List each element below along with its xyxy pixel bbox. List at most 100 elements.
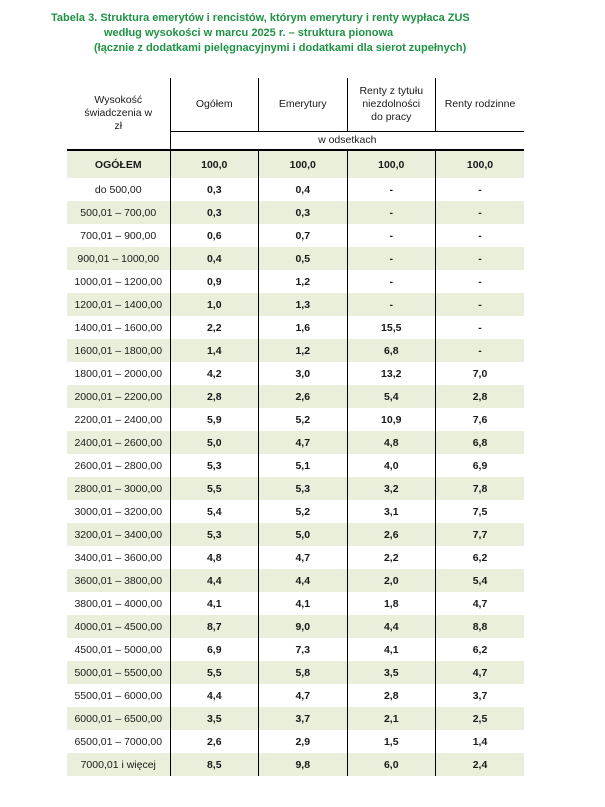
- row-value: 2,8: [169, 385, 259, 408]
- row-value: 4,7: [258, 546, 347, 569]
- row-value: 1,6: [258, 316, 347, 339]
- table-row: 3600,01 – 3800,00 4,4 4,4 2,0 5,4: [67, 569, 524, 592]
- row-value: 0,5: [258, 247, 347, 270]
- row-value: -: [435, 270, 524, 293]
- table-row: do 500,00 0,3 0,4- -: [67, 178, 524, 201]
- table-row: 2400,01 – 2600,00 5,0 4,7 4,8 6,8: [67, 431, 524, 454]
- table-row: 7000,01 i więcej 8,5 9,8 6,0 2,4: [67, 753, 524, 776]
- table-row: 1200,01 – 1400,00 1,0 1,3- -: [67, 293, 524, 316]
- row-label: 1000,01 – 1200,00: [74, 275, 163, 288]
- row-label: 2200,01 – 2400,00: [74, 413, 163, 426]
- row-label: 2000,01 – 2200,00: [74, 390, 163, 403]
- row-label: 2600,01 – 2800,00: [74, 459, 163, 472]
- row-value: -: [346, 293, 436, 316]
- row-value: 2,6: [169, 730, 259, 753]
- row-label: 5000,01 – 5500,00: [74, 666, 163, 679]
- row-value: 5,0: [169, 431, 259, 454]
- row-value: 5,4: [435, 569, 524, 592]
- row-value: 5,9: [169, 408, 259, 431]
- row-value: 100,0: [346, 150, 436, 178]
- row-value: 4,7: [435, 592, 524, 615]
- table-row: 3400,01 – 3600,00 4,8 4,7 2,2 6,2: [67, 546, 524, 569]
- row-value: 7,3: [258, 638, 347, 661]
- table-row: 1600,01 – 1800,00 1,4 1,2 6,8-: [67, 339, 524, 362]
- row-label: 1800,01 – 2000,00: [74, 367, 163, 380]
- column-header-amount: Wysokość świadczenia w zł: [67, 78, 171, 151]
- row-value: -: [346, 178, 436, 201]
- row-value: 1,8: [346, 592, 436, 615]
- row-value: 4,4: [169, 569, 259, 592]
- row-value: 8,8: [435, 615, 524, 638]
- row-value: 6,9: [169, 638, 259, 661]
- row-value: -: [435, 293, 524, 316]
- row-label: 3200,01 – 3400,00: [74, 528, 163, 541]
- row-value: 4,7: [435, 661, 524, 684]
- row-value: 8,7: [169, 615, 259, 638]
- row-value: -: [435, 201, 524, 224]
- row-value: 7,8: [435, 477, 524, 500]
- row-value: 2,6: [258, 385, 347, 408]
- row-value: -: [435, 316, 524, 339]
- row-label: OGÓŁEM: [94, 158, 142, 171]
- row-value: 6,9: [435, 454, 524, 477]
- row-value: 6,8: [435, 431, 524, 454]
- row-label: 3400,01 – 3600,00: [74, 551, 163, 564]
- row-value: 4,4: [346, 615, 436, 638]
- row-value: 10,9: [346, 408, 436, 431]
- row-value: -: [346, 247, 436, 270]
- row-value: 7,5: [435, 500, 524, 523]
- table-body: OGÓŁEM 100,0 100,0 100,0 100,0 do 500,00 0,3 0,…: [67, 150, 524, 776]
- row-value: 5,8: [258, 661, 347, 684]
- row-value: 2,4: [435, 753, 524, 776]
- row-value: 3,5: [346, 661, 436, 684]
- row-label: 500,01 – 700,00: [80, 206, 157, 219]
- row-value: 5,5: [169, 477, 259, 500]
- row-value: 4,0: [346, 454, 436, 477]
- row-value: 0,3: [258, 201, 347, 224]
- row-value: 6,8: [346, 339, 436, 362]
- row-value: 100,0: [169, 150, 259, 178]
- row-value: 100,0: [435, 150, 524, 178]
- row-value: -: [346, 224, 436, 247]
- row-value: 6,0: [346, 753, 436, 776]
- row-value: 0,7: [258, 224, 347, 247]
- row-value: 3,5: [169, 707, 259, 730]
- row-value: 5,5: [169, 661, 259, 684]
- row-value: -: [435, 339, 524, 362]
- row-value: 0,9: [169, 270, 259, 293]
- table-row: 4500,01 – 5000,00 6,9 7,3 4,1 6,2: [67, 638, 524, 661]
- row-label: 3000,01 – 3200,00: [74, 505, 163, 518]
- row-value: -: [435, 247, 524, 270]
- row-value: 4,2: [169, 362, 259, 385]
- column-header-total: Ogółem: [169, 78, 259, 132]
- table-row: 6000,01 – 6500,00 3,5 3,7 2,1 2,5: [67, 707, 524, 730]
- row-value: 1,0: [169, 293, 259, 316]
- row-value: 2,0: [346, 569, 436, 592]
- row-value: 3,2: [346, 477, 436, 500]
- row-value: 5,3: [169, 523, 259, 546]
- row-value: 4,1: [258, 592, 347, 615]
- row-value: 4,4: [258, 569, 347, 592]
- row-value: -: [435, 178, 524, 201]
- row-label: 2800,01 – 3000,00: [74, 482, 163, 495]
- title-line-1: Tabela 3. Struktura emerytów i rencistów…: [51, 12, 470, 24]
- row-value: 4,7: [258, 684, 347, 707]
- row-value: 1,4: [435, 730, 524, 753]
- row-value: 2,9: [258, 730, 347, 753]
- table-row: OGÓŁEM 100,0 100,0 100,0 100,0: [67, 150, 524, 178]
- table-header: Wysokość świadczenia w zł Ogółem Emerytu…: [67, 78, 524, 151]
- row-label: 1200,01 – 1400,00: [74, 298, 163, 311]
- row-value: 5,4: [169, 500, 259, 523]
- row-value: 1,2: [258, 339, 347, 362]
- row-value: 5,0: [258, 523, 347, 546]
- row-value: 1,2: [258, 270, 347, 293]
- column-header-retirement: Emerytury: [258, 78, 347, 132]
- table-row: 6500,01 – 7000,00 2,6 2,9 1,5 1,4: [67, 730, 524, 753]
- row-value: -: [346, 201, 436, 224]
- table-row: 2800,01 – 3000,00 5,5 5,3 3,2 7,8: [67, 477, 524, 500]
- row-value: 2,6: [346, 523, 436, 546]
- table-row: 3000,01 – 3200,00 5,4 5,2 3,1 7,5: [67, 500, 524, 523]
- row-label: 2400,01 – 2600,00: [74, 436, 163, 449]
- row-label: 4000,01 – 4500,00: [74, 620, 163, 633]
- row-value: 3,0: [258, 362, 347, 385]
